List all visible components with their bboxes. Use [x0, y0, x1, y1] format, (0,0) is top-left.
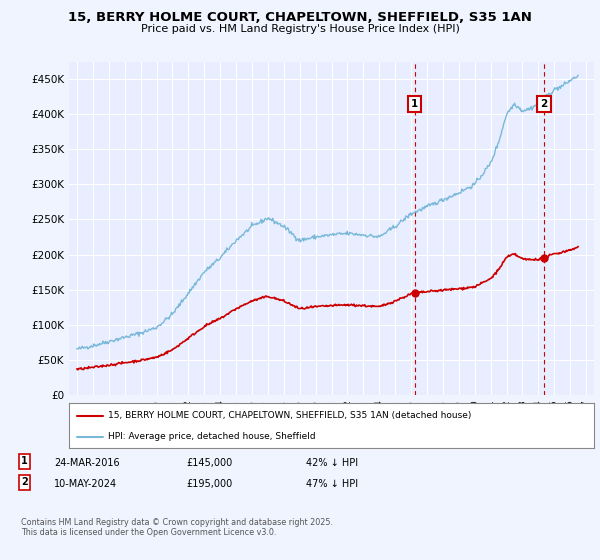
Text: HPI: Average price, detached house, Sheffield: HPI: Average price, detached house, Shef… [109, 432, 316, 441]
Text: 24-MAR-2016: 24-MAR-2016 [54, 458, 119, 468]
Text: 1: 1 [21, 456, 28, 466]
Text: 15, BERRY HOLME COURT, CHAPELTOWN, SHEFFIELD, S35 1AN (detached house): 15, BERRY HOLME COURT, CHAPELTOWN, SHEFF… [109, 411, 472, 420]
Text: £145,000: £145,000 [186, 458, 232, 468]
Text: 42% ↓ HPI: 42% ↓ HPI [306, 458, 358, 468]
Text: 47% ↓ HPI: 47% ↓ HPI [306, 479, 358, 489]
Text: Contains HM Land Registry data © Crown copyright and database right 2025.
This d: Contains HM Land Registry data © Crown c… [21, 518, 333, 538]
Text: 2: 2 [21, 477, 28, 487]
Text: 2: 2 [541, 99, 548, 109]
Text: £195,000: £195,000 [186, 479, 232, 489]
Text: 10-MAY-2024: 10-MAY-2024 [54, 479, 117, 489]
Text: 1: 1 [411, 99, 418, 109]
Text: Price paid vs. HM Land Registry's House Price Index (HPI): Price paid vs. HM Land Registry's House … [140, 24, 460, 34]
Text: 15, BERRY HOLME COURT, CHAPELTOWN, SHEFFIELD, S35 1AN: 15, BERRY HOLME COURT, CHAPELTOWN, SHEFF… [68, 11, 532, 24]
